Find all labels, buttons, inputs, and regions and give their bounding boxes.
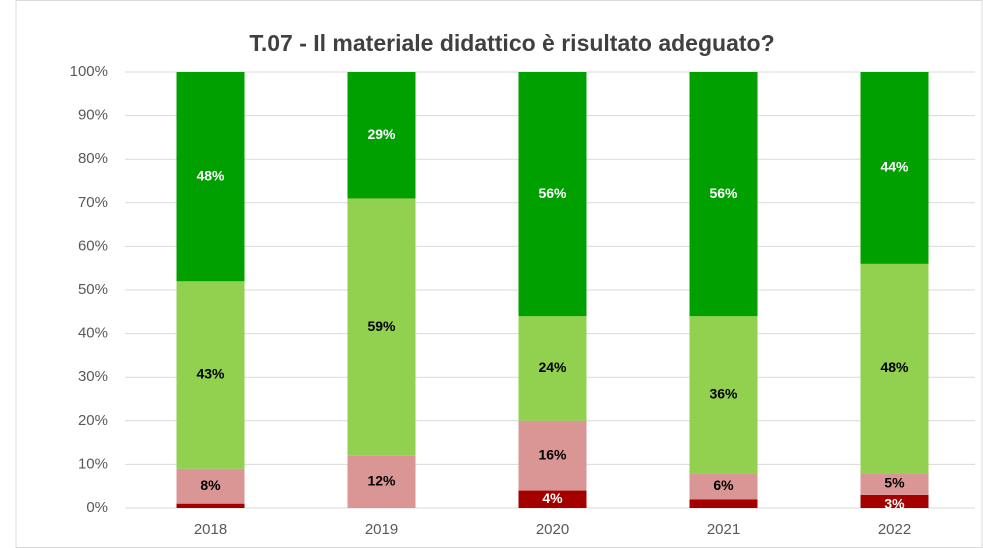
data-label: 12%: [367, 473, 396, 489]
x-tick-label: 2019: [365, 521, 398, 538]
bar-segment: [689, 72, 758, 317]
y-tick-label: 20%: [78, 412, 108, 429]
data-label: 43%: [196, 366, 225, 382]
data-label: 6%: [713, 477, 734, 493]
y-tick-label: 90%: [78, 107, 108, 124]
bar-segment: [689, 499, 758, 508]
data-label: 5%: [884, 475, 905, 491]
y-tick-label: 0%: [86, 499, 108, 516]
data-label: 59%: [367, 318, 396, 334]
bar-segment: [176, 468, 245, 504]
bar-segment: [176, 72, 245, 282]
bar-segment: [860, 72, 929, 264]
x-tick-label: 2020: [536, 521, 569, 538]
data-label: 48%: [196, 167, 225, 183]
chart-frame: [15, 0, 983, 548]
y-tick-label: 30%: [78, 368, 108, 385]
data-label: 56%: [709, 185, 738, 201]
bar-segment: [347, 72, 416, 199]
y-tick-label: 80%: [78, 150, 108, 167]
bar-segment: [860, 473, 929, 495]
bar-segment: [347, 455, 416, 508]
x-tick-label: 2022: [878, 521, 911, 538]
bar-segment: [176, 281, 245, 469]
bar-segment: [860, 263, 929, 474]
data-label: 16%: [538, 446, 567, 462]
y-tick-label: 10%: [78, 455, 108, 472]
y-tick-label: 100%: [70, 63, 108, 80]
bar-segment: [689, 473, 758, 500]
y-tick-label: 40%: [78, 325, 108, 342]
bar-segment: [518, 420, 587, 491]
data-label: 3%: [884, 496, 905, 512]
x-tick-label: 2018: [194, 521, 227, 538]
data-label: 36%: [709, 385, 738, 401]
bar-segment: [860, 494, 929, 508]
bar-segment: [518, 316, 587, 421]
bar-segment: [689, 316, 758, 474]
data-label: 8%: [200, 477, 221, 493]
data-label: 56%: [538, 185, 567, 201]
bar-segment: [518, 490, 587, 508]
chart-title: T.07 - Il materiale didattico è risultat…: [249, 30, 774, 56]
x-tick-label: 2021: [707, 521, 740, 538]
data-label: 24%: [538, 359, 567, 375]
bar-segment: [518, 72, 587, 317]
data-label: 4%: [542, 490, 563, 506]
bar-segment: [176, 503, 245, 508]
y-tick-label: 50%: [78, 281, 108, 298]
data-label: 48%: [880, 359, 909, 375]
bar-segment: [347, 198, 416, 456]
data-label: 44%: [880, 159, 909, 175]
y-tick-label: 70%: [78, 194, 108, 211]
y-tick-label: 60%: [78, 237, 108, 254]
data-label: 29%: [367, 126, 396, 142]
